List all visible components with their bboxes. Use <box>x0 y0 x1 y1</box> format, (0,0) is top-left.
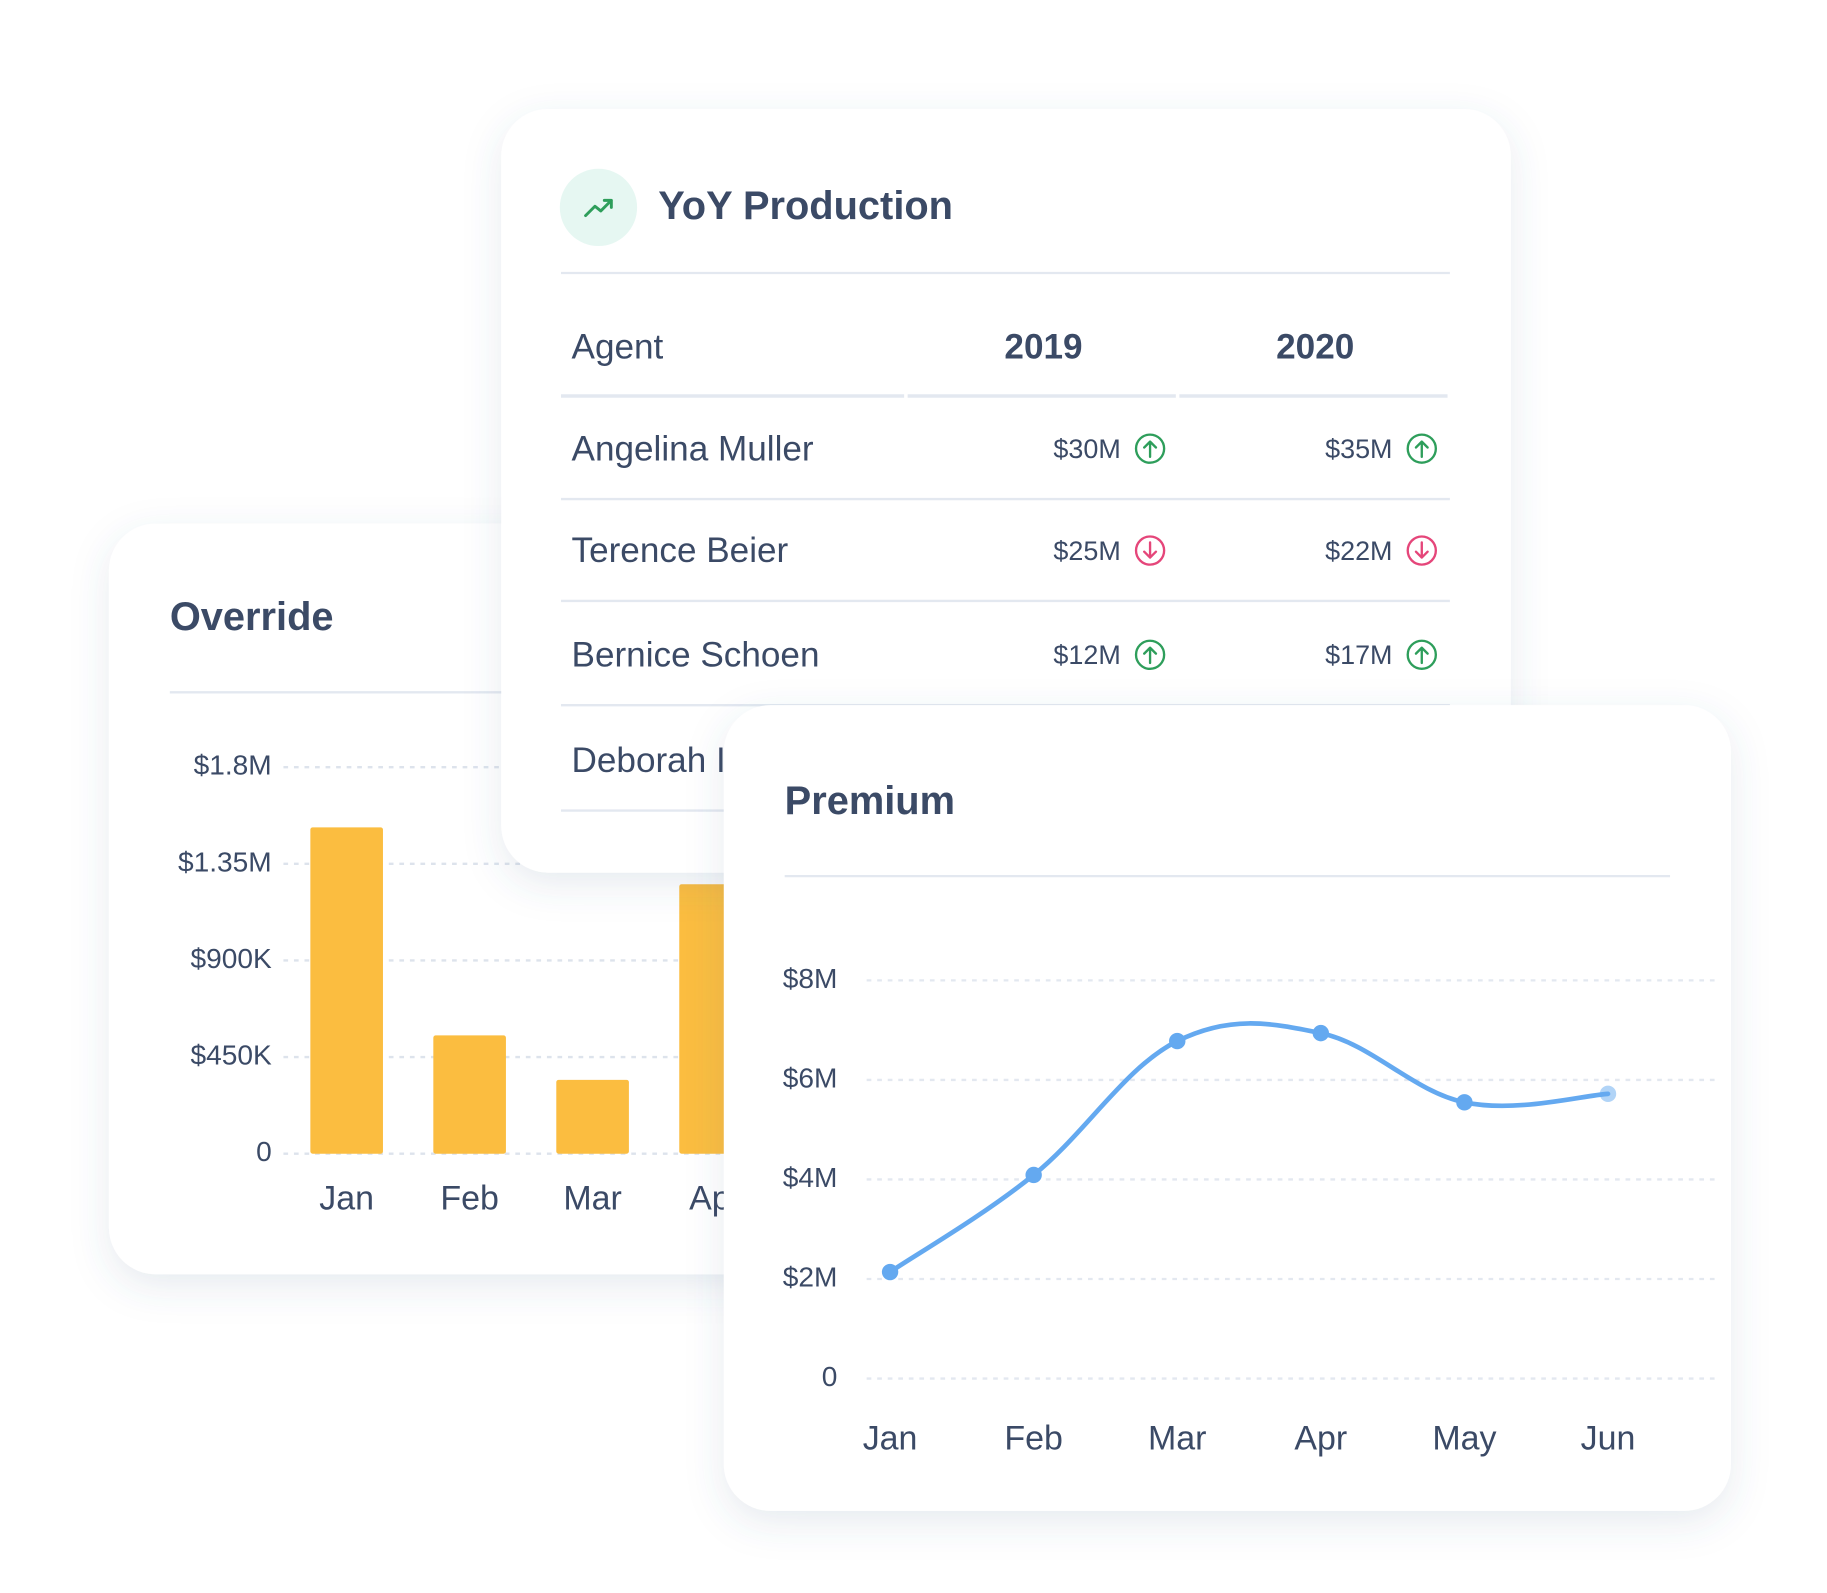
y-tick-label: $4M <box>783 1162 838 1193</box>
y-tick-label: 0 <box>256 1136 272 1167</box>
bar <box>310 827 383 1154</box>
agent-name: Terence Beier <box>572 531 789 570</box>
column-header: Agent <box>572 327 664 366</box>
x-tick-label: Feb <box>440 1180 499 1218</box>
card-background <box>501 109 1511 873</box>
trend-icon <box>1406 535 1438 566</box>
column-header: 2020 <box>1276 327 1354 366</box>
cell-value: $17M <box>1325 640 1392 670</box>
y-tick-label: $1.8M <box>194 750 272 781</box>
y-tick-label: $2M <box>783 1261 838 1292</box>
data-point <box>1312 1024 1330 1042</box>
x-tick-label: Jun <box>1581 1420 1636 1458</box>
trend-icon <box>1134 639 1166 671</box>
trend-icon <box>1406 433 1438 464</box>
column-header: 2019 <box>1004 327 1082 366</box>
agent-name: Bernice Schoen <box>572 635 820 674</box>
bar <box>433 1035 506 1154</box>
cell-value: $22M <box>1325 536 1392 566</box>
trend-arrow <box>1143 440 1158 459</box>
premium-card: Premium 0 $2M $4M $6M $8M Jan Feb Mar Apr May Jun <box>723 705 1731 1511</box>
data-point <box>1169 1032 1186 1050</box>
trend-icon <box>1134 535 1166 566</box>
cell-value: $35M <box>1325 434 1392 464</box>
trend-icon <box>584 198 613 218</box>
table-title: YoY Production <box>658 184 953 228</box>
agent-name: Angelina Muller <box>572 429 814 468</box>
data-point <box>1025 1166 1042 1184</box>
x-tick-label: Jan <box>863 1420 918 1458</box>
trend-arrow <box>1143 541 1158 559</box>
trend-icon <box>1406 639 1438 671</box>
bar <box>556 1079 629 1154</box>
trend-arrow <box>1414 541 1429 559</box>
y-tick-label: $6M <box>783 1062 838 1093</box>
x-tick-label: Jan <box>319 1180 374 1218</box>
data-point <box>1599 1085 1617 1103</box>
yoy-production-card: YoY Production Agent 2019 2020 Angelina Mull… <box>501 109 1511 873</box>
cell-value: $25M <box>1053 536 1120 566</box>
y-tick-label: $1.35M <box>178 846 272 877</box>
x-tick-label: Mar <box>563 1180 621 1218</box>
trend-arrow <box>1414 646 1429 665</box>
x-tick-label: Apr <box>1294 1420 1347 1458</box>
data-point <box>881 1263 899 1281</box>
trend-icon <box>1134 433 1166 464</box>
card-title: Premium <box>785 779 955 823</box>
x-tick-label: May <box>1432 1420 1496 1458</box>
cell-value: $12M <box>1053 640 1120 670</box>
y-tick-label: $450K <box>190 1040 271 1071</box>
x-tick-label: Feb <box>1004 1420 1063 1458</box>
y-tick-label: 0 <box>822 1361 838 1392</box>
card-title: Override <box>170 595 334 639</box>
data-point <box>1456 1094 1473 1111</box>
card-background <box>723 705 1731 1511</box>
x-tick-label: Mar <box>1148 1420 1206 1458</box>
trend-arrow <box>1143 646 1158 665</box>
y-tick-label: $8M <box>783 963 838 994</box>
trend-arrow <box>1414 440 1429 459</box>
agent-name: Deborah I <box>572 741 726 780</box>
line-series <box>887 1021 1611 1275</box>
cell-value: $30M <box>1053 434 1120 464</box>
y-tick-label: $900K <box>190 943 271 974</box>
